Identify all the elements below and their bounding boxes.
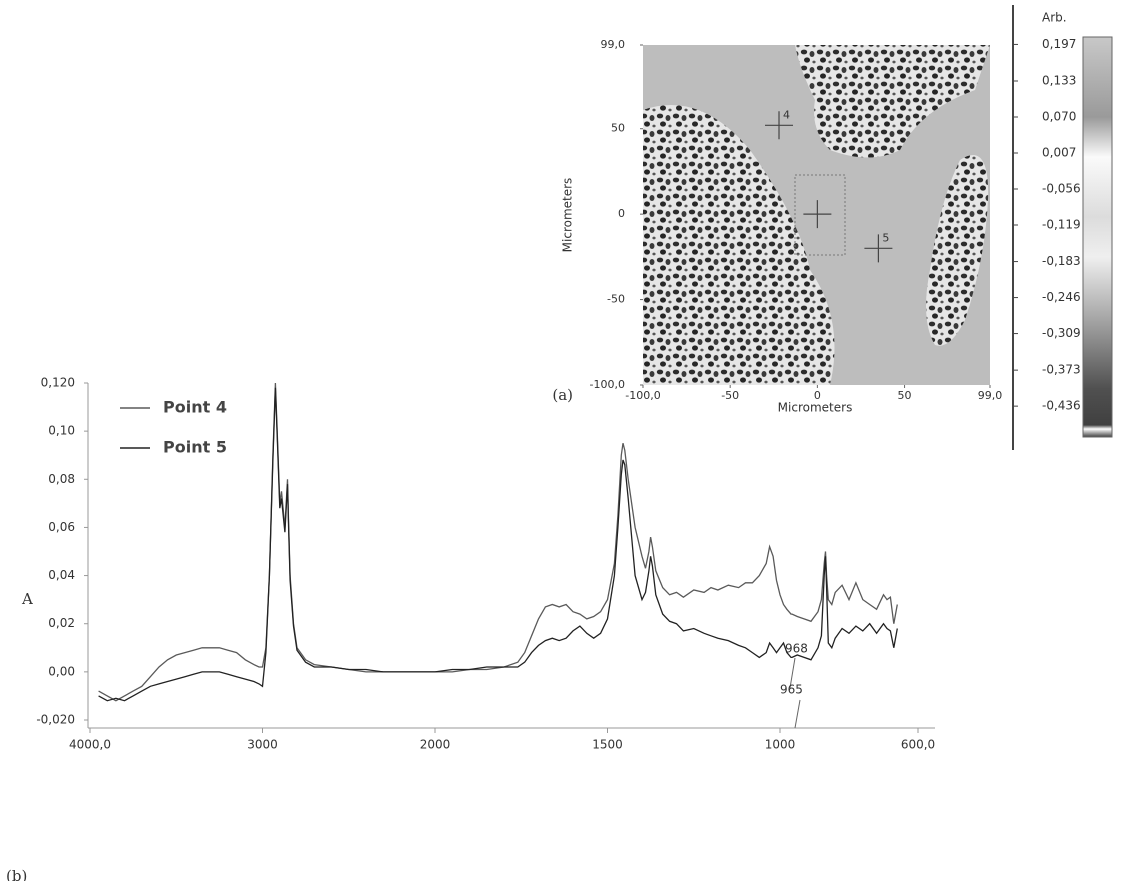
y-axis-label: A [21, 590, 33, 608]
legend-label: Point 4 [163, 398, 227, 417]
y-tick-label: -0,020 [36, 713, 75, 727]
x-tick-label: 2000 [420, 738, 451, 752]
point-label: 4 [783, 108, 790, 121]
x-tick-label: 4000,0 [69, 738, 111, 752]
y-tick-label: 0,120 [41, 376, 75, 390]
panel-label: (a) [552, 386, 573, 404]
colorbar-tick-label: -0,056 [1042, 182, 1081, 196]
colorbar-tick-label: -0,373 [1042, 363, 1081, 377]
panel-label: (b) [6, 867, 27, 881]
y-tick-label: 0 [618, 207, 625, 220]
y-tick-label: 0,02 [48, 616, 75, 630]
x-tick-label: 50 [898, 389, 912, 402]
x-tick-label: 0 [814, 389, 821, 402]
y-axis-label: Micrometers [561, 178, 575, 253]
y-tick-label: -50 [607, 293, 625, 306]
colorbar-tick-label: 0,070 [1042, 110, 1076, 124]
series-line [98, 387, 898, 702]
colorbar-tick-label: 0,007 [1042, 146, 1076, 160]
x-tick-label: 1000 [765, 738, 796, 752]
point-marker [765, 111, 794, 140]
y-tick-label: -100,0 [590, 378, 625, 391]
colorbar-tick-label: -0,309 [1042, 326, 1081, 340]
y-tick-label: 50 [611, 122, 625, 135]
x-axis-label: Micrometers [778, 401, 853, 415]
x-tick-label: -100,0 [625, 389, 660, 402]
map-image [643, 45, 990, 385]
y-tick-label: 99,0 [601, 38, 626, 51]
series-line [98, 382, 898, 702]
y-tick-label: 0,04 [48, 568, 75, 582]
x-tick-label: 99,0 [978, 389, 1003, 402]
x-tick-label: 1500 [592, 738, 623, 752]
colorbar-tick-label: 0,133 [1042, 74, 1076, 88]
annotation: 968 [785, 642, 808, 656]
x-tick-label: -50 [721, 389, 739, 402]
point-marker [803, 200, 832, 229]
y-tick-label: 0,10 [48, 424, 75, 438]
colorbar-tick-label: 0,197 [1042, 37, 1076, 51]
y-tick-label: 0,06 [48, 520, 75, 534]
colorbar-tick-label: -0,436 [1042, 399, 1081, 413]
colorbar-tick-label: -0,119 [1042, 218, 1081, 232]
y-tick-label: 0,08 [48, 472, 75, 486]
legend-label: Point 5 [163, 438, 227, 457]
point-label: 5 [882, 231, 889, 244]
point-marker [864, 234, 893, 263]
annotation-line [789, 657, 796, 689]
colorbar-tick-label: -0,183 [1042, 254, 1081, 268]
colorbar-tick-label: -0,246 [1042, 290, 1081, 304]
annotation-line [794, 699, 801, 729]
annotation: 965 [780, 683, 803, 697]
colorbar-title: Arb. [1042, 11, 1067, 25]
x-tick-label: 3000 [247, 738, 278, 752]
x-tick-label: 600,0 [901, 738, 935, 752]
colorbar [1082, 36, 1113, 438]
y-tick-label: 0,00 [48, 664, 75, 678]
